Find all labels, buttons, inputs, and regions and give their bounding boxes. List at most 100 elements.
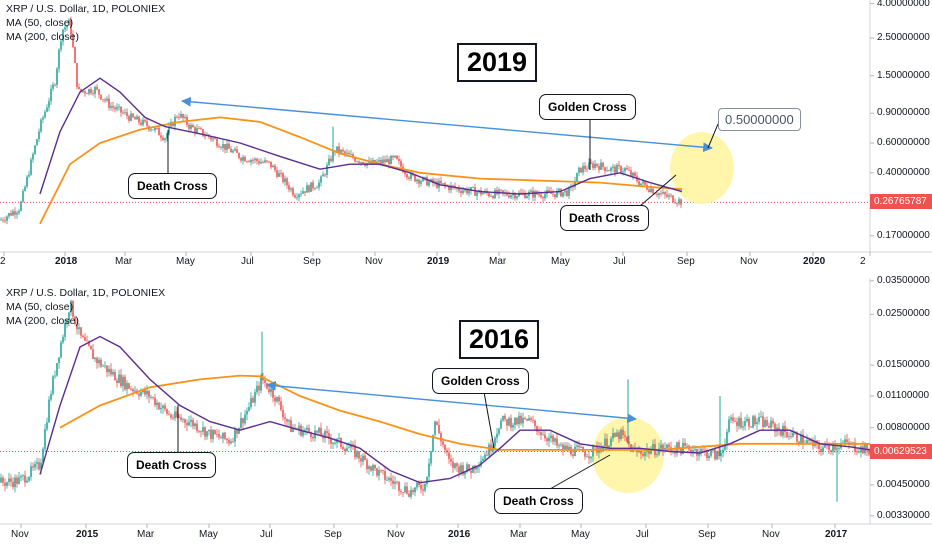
candle-body (588, 162, 590, 169)
candle-body (160, 135, 162, 138)
candle-body (128, 116, 130, 121)
candle-body (418, 179, 420, 184)
candle-body (250, 398, 252, 408)
x-tick-label: Jul (613, 256, 626, 267)
candle-body (216, 434, 218, 435)
candle-body (334, 442, 336, 444)
candle-body (428, 181, 430, 186)
candle-body (332, 151, 334, 162)
candle-body (280, 401, 282, 410)
candle-body (92, 93, 94, 95)
candle-body (802, 434, 804, 445)
candle-body (780, 430, 782, 436)
candle-body (312, 437, 314, 439)
candle-body (644, 181, 646, 185)
candle-body (432, 179, 434, 184)
candle-body (70, 19, 72, 35)
candle-body (274, 165, 276, 171)
candle-body (156, 128, 158, 129)
candle-body (72, 34, 74, 48)
candle-body (154, 128, 156, 131)
candle-body (264, 160, 266, 163)
candle-body (282, 409, 284, 418)
candle-body (380, 159, 382, 164)
candle-body (234, 428, 236, 442)
candle-body (74, 47, 76, 64)
candle-body (558, 445, 560, 447)
candle-body (138, 116, 140, 123)
candle-body (220, 437, 222, 439)
candle-body (550, 435, 552, 438)
candle-body (648, 448, 650, 454)
candle-body (98, 89, 100, 95)
candle-body (64, 27, 66, 30)
candle-body (234, 149, 236, 151)
candle-body (230, 148, 232, 153)
candle-body (348, 447, 350, 449)
candle-body (86, 340, 88, 342)
candle-body (422, 177, 424, 182)
candle-body (260, 377, 262, 391)
candle-body (686, 445, 688, 447)
candle-body (226, 438, 228, 441)
candle-body (96, 86, 98, 90)
candle-body (600, 162, 602, 170)
candle-body (38, 462, 40, 470)
candle-body (158, 128, 160, 136)
candle-body (124, 112, 126, 114)
candle-body (658, 193, 660, 196)
candle-body (2, 477, 4, 483)
candle-body (390, 477, 392, 481)
candle-body (702, 448, 704, 450)
candle-body (86, 93, 88, 95)
candle-body (120, 106, 122, 113)
candle-body (424, 176, 426, 178)
y-tick-label: 0.00800000 (877, 421, 930, 433)
candle-body (452, 185, 454, 187)
candle-body (204, 135, 206, 137)
candle-body (500, 420, 502, 429)
candle-body (326, 431, 328, 434)
candle-body (554, 438, 556, 442)
candle-body (284, 417, 286, 419)
candle-body (866, 444, 868, 451)
candle-body (704, 449, 706, 451)
candle-body (424, 484, 426, 491)
bottom-legend-ma200: MA (200, close) (6, 315, 79, 327)
candle-body (676, 203, 678, 205)
candle-body (544, 194, 546, 199)
candle-body (360, 458, 362, 462)
candle-body (738, 417, 740, 427)
y-tick-label: 0.90000000 (877, 107, 930, 119)
candle-body (236, 428, 238, 434)
candle-body (52, 376, 54, 394)
candle-body (668, 444, 670, 448)
candle-body (318, 182, 320, 188)
candle-body (118, 106, 120, 108)
candle-body (298, 425, 300, 430)
candle-body (718, 451, 720, 457)
candle-body (592, 445, 594, 457)
candle-body (198, 128, 200, 129)
candle-body (660, 193, 662, 195)
candle-body (248, 161, 250, 163)
candle-body (668, 195, 670, 197)
candle-body (546, 438, 548, 442)
candle-body (88, 341, 90, 346)
candle-body (408, 177, 410, 179)
candle-body (318, 427, 320, 433)
candle-body (184, 419, 186, 423)
candle-body (542, 434, 544, 436)
candle-body (482, 192, 484, 195)
candle-body (602, 446, 604, 452)
candle-body (286, 418, 288, 422)
candle-body (246, 410, 248, 415)
candle-body (554, 193, 556, 198)
pointer-bottom-gc (483, 391, 495, 449)
candle-body (654, 193, 656, 195)
candle-body (580, 167, 582, 173)
candle-body (728, 419, 730, 432)
candle-body (362, 455, 364, 462)
candle-body (418, 482, 420, 486)
